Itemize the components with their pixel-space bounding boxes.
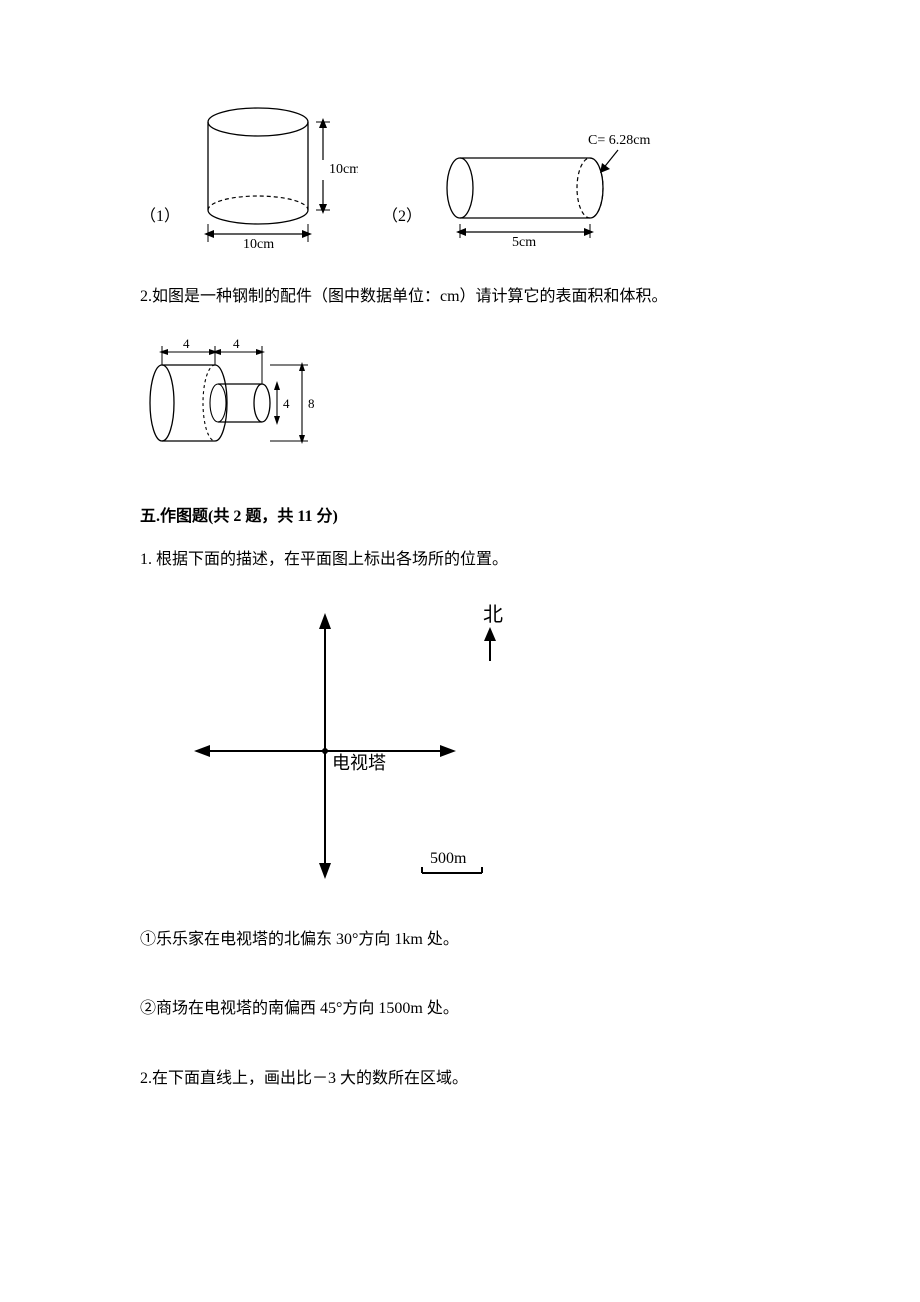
figure-1-block: （1） 10cm xyxy=(140,100,358,250)
section5-q2: 2.在下面直线上，画出比－3 大的数所在区域。 xyxy=(140,1066,790,1092)
cylinder-upright-icon: 10cm 10cm xyxy=(188,100,358,250)
compass-center-label: 电视塔 xyxy=(332,753,386,773)
cylinder-horizontal-icon: C= 6.28cm 5cm xyxy=(430,130,660,250)
compass-north-label: 北 xyxy=(483,603,503,626)
small-dia-label: 4 xyxy=(283,396,290,411)
figure-2-label: （2） xyxy=(382,204,422,230)
section-5-heading: 五.作图题(共 2 题，共 11 分) xyxy=(140,504,790,530)
section5-sub2: ②商场在电视塔的南偏西 45°方向 1500m 处。 xyxy=(140,996,790,1022)
figure-2-block: （2） C= 6.28cm 5 xyxy=(382,130,660,250)
section5-sub1: ①乐乐家在电视塔的北偏东 30°方向 1km 处。 xyxy=(140,927,790,953)
figure-1-label: （1） xyxy=(140,204,180,230)
composite-cylinder-icon: 4 4 4 8 xyxy=(140,328,330,458)
big-dia-label: 8 xyxy=(308,396,315,411)
fig1-diameter-label: 10cm xyxy=(243,237,274,250)
compass-scale-label: 500m xyxy=(430,850,467,867)
compass-figure: 电视塔 北 500m xyxy=(190,591,790,901)
compass-cross-icon: 电视塔 北 500m xyxy=(190,591,550,901)
top-figures-row: （1） 10cm xyxy=(140,100,790,250)
composite-part-figure: 4 4 4 8 xyxy=(140,328,790,458)
big-length-label: 4 xyxy=(183,336,190,351)
q2-text: 2.如图是一种钢制的配件（图中数据单位：cm）请计算它的表面积和体积。 xyxy=(140,284,790,310)
fig2-circumference-label: C= 6.28cm xyxy=(588,133,650,148)
small-length-label: 4 xyxy=(233,336,240,351)
document-page: （1） 10cm xyxy=(0,0,920,1302)
fig2-length-label: 5cm xyxy=(512,235,536,250)
section5-q1-intro: 1. 根据下面的描述，在平面图上标出各场所的位置。 xyxy=(140,547,790,573)
fig1-height-label: 10cm xyxy=(329,162,358,177)
